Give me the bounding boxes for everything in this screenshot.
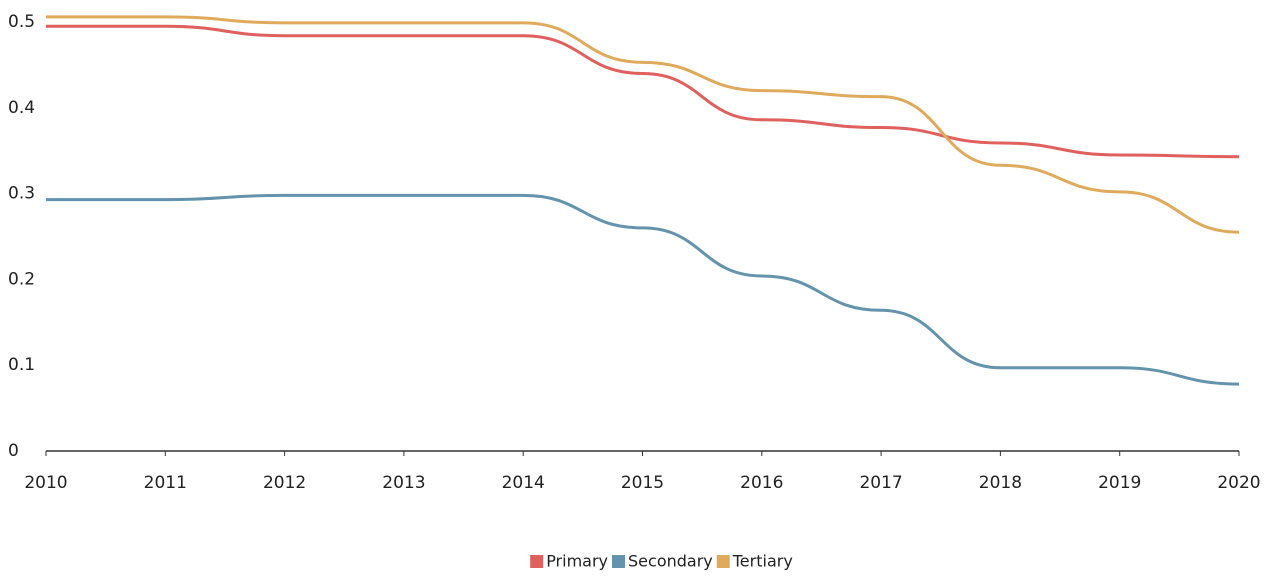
- x-tick-label: 2018: [979, 473, 1022, 493]
- x-tick-label: 2012: [263, 473, 306, 493]
- y-tick-label: 0.2: [8, 269, 35, 289]
- x-tick-label: 2010: [24, 473, 67, 493]
- legend-label: Primary: [546, 552, 608, 571]
- x-tick-label: 2017: [859, 473, 902, 493]
- x-tick-label: 2011: [144, 473, 187, 493]
- line: [46, 15, 1240, 234]
- x-tick-label: 2020: [1217, 473, 1260, 493]
- legend-label: Secondary: [628, 552, 713, 571]
- y-tick-label: 0: [8, 441, 19, 461]
- y-tick-label: 0.3: [8, 184, 35, 204]
- x-tick-label: 2019: [1098, 473, 1141, 493]
- y-tick-label: 0.1: [8, 355, 35, 375]
- y-tick-label: 0.4: [8, 98, 35, 118]
- x-tick-label: 2014: [502, 473, 545, 493]
- legend-swatch: [612, 555, 626, 568]
- legend-swatch: [716, 555, 730, 568]
- x-tick-label: 2015: [621, 473, 664, 493]
- line: [45, 24, 1240, 159]
- legend-swatch: [530, 555, 544, 568]
- y-tick-label: 0.5: [8, 12, 35, 32]
- line: [45, 193, 1240, 386]
- x-tick-label: 2013: [382, 473, 425, 493]
- legend-label: Tertiary: [732, 552, 793, 571]
- x-tick-label: 2016: [740, 473, 783, 493]
